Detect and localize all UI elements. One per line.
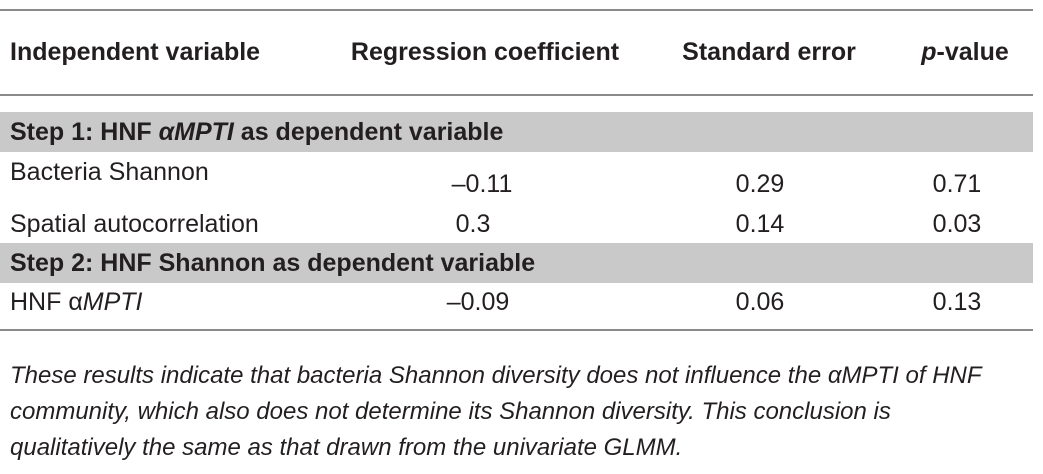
cell: 0.29 xyxy=(735,170,785,198)
header-cell: p-value xyxy=(921,38,1009,66)
header-cell: Regression coefficient xyxy=(350,38,620,66)
header-rule xyxy=(0,94,1033,96)
cell: 0.14 xyxy=(735,210,785,238)
bottom-rule xyxy=(0,329,1033,331)
cell: 0.3 xyxy=(455,210,491,238)
cell: –0.09 xyxy=(446,288,510,316)
cell: 0.06 xyxy=(735,288,785,316)
section-band xyxy=(0,112,1033,152)
header-cell: Independent variable xyxy=(10,38,261,66)
top-rule xyxy=(0,9,1033,11)
cell: –0.11 xyxy=(451,170,513,198)
section-title: Step 1: HNF αMPTI as dependent variable xyxy=(10,118,504,146)
row-label: HNF αMPTI xyxy=(10,288,143,316)
section-band xyxy=(0,243,1033,283)
section-title: Step 2: HNF Shannon as dependent variabl… xyxy=(10,249,536,277)
row-label: Bacteria Shannon xyxy=(10,158,209,186)
cell: 0.13 xyxy=(932,288,982,316)
cell: 0.71 xyxy=(932,170,982,198)
header-cell: Standard error xyxy=(682,38,856,66)
cell: 0.03 xyxy=(932,210,982,238)
footnote: These results indicate that bacteria Sha… xyxy=(10,362,982,461)
row-label: Spatial autocorrelation xyxy=(10,210,259,238)
